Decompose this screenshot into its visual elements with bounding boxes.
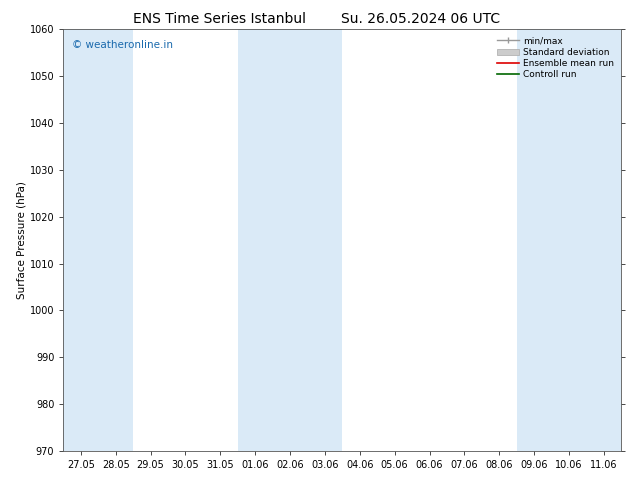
- Text: © weatheronline.in: © weatheronline.in: [72, 40, 173, 50]
- Y-axis label: Surface Pressure (hPa): Surface Pressure (hPa): [17, 181, 27, 299]
- Bar: [238, 29, 342, 451]
- Text: ENS Time Series Istanbul        Su. 26.05.2024 06 UTC: ENS Time Series Istanbul Su. 26.05.2024 …: [133, 12, 501, 26]
- Bar: [63, 29, 133, 451]
- Bar: [517, 29, 621, 451]
- Legend: min/max, Standard deviation, Ensemble mean run, Controll run: min/max, Standard deviation, Ensemble me…: [495, 34, 617, 82]
